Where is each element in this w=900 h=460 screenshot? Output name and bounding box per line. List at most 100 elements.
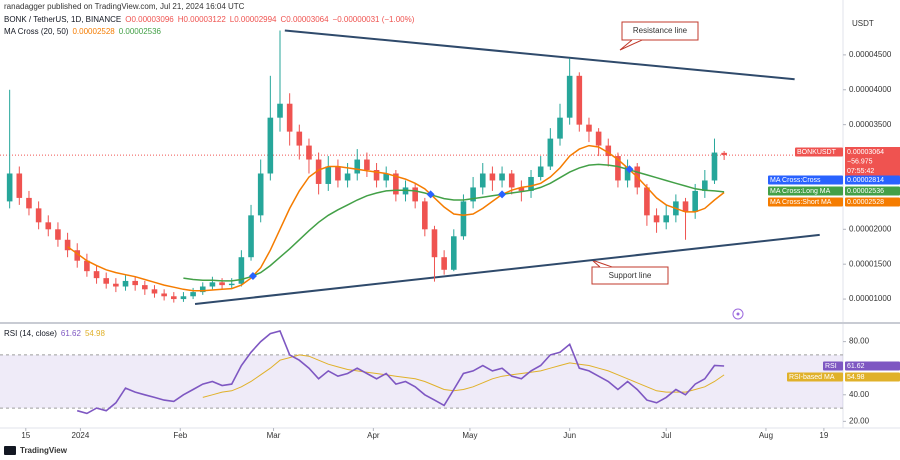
y-tick-label: 40.00 <box>849 390 870 399</box>
y-tick-label: 0.00001000 <box>849 294 892 303</box>
candle-body <box>228 283 235 286</box>
price-label: 07:55:42 <box>847 168 874 175</box>
candle-body <box>325 166 332 184</box>
candle-body <box>84 260 90 272</box>
candle-body <box>151 289 158 294</box>
cross-marker <box>426 190 435 199</box>
candle-body <box>142 285 148 290</box>
series-label: MA Cross:Long MA <box>770 188 831 195</box>
candle-body <box>441 257 447 270</box>
series-label-box <box>787 372 843 382</box>
series-label-box <box>768 175 843 185</box>
candle-body <box>450 236 457 270</box>
price-label-box <box>845 197 900 207</box>
y-tick-label: 0.00001500 <box>849 259 892 268</box>
candle-body <box>315 159 322 184</box>
indicator-line <box>76 330 725 415</box>
candle-body <box>161 293 167 297</box>
price-label-box <box>845 372 900 382</box>
price-label: 61.62 <box>847 363 865 370</box>
cross-marker <box>625 165 634 174</box>
candle-body <box>6 173 13 202</box>
price-label: 0.00002814 <box>847 177 884 184</box>
candle-body <box>518 187 525 191</box>
annotation-text: Resistance line <box>633 26 688 35</box>
candle-body <box>489 173 496 181</box>
candle-body <box>45 222 52 230</box>
candle-body <box>219 282 225 286</box>
candle-body <box>644 187 650 216</box>
candle-body <box>190 292 196 297</box>
candle-body <box>209 282 216 287</box>
price-label-box <box>845 361 900 371</box>
legend-item: O0.00003096 <box>125 15 174 24</box>
legend-item: RSI (14, close) <box>4 329 57 338</box>
series-label-box <box>768 186 843 196</box>
x-tick-label: 15 <box>21 431 30 440</box>
legend-item: 61.62 <box>61 329 82 338</box>
annotation-box <box>621 21 699 41</box>
replay-icon <box>732 308 744 320</box>
candle-body <box>499 173 505 181</box>
legend: MA Cross (20, 50) 0.00002528 0.00002536 <box>4 27 162 36</box>
candle-body <box>267 117 274 174</box>
series-label-box <box>768 197 843 207</box>
candle-body <box>286 103 293 132</box>
series-label-box <box>823 361 843 371</box>
candle-body <box>566 75 573 118</box>
y-tick-label: 0.00004000 <box>849 85 892 94</box>
candle-body <box>93 271 100 279</box>
candle-body <box>422 201 428 230</box>
legend: BONK / TetherUS, 1D, BINANCE O0.00003096 H… <box>4 15 415 24</box>
candle-body <box>576 75 583 125</box>
annotation-tail <box>619 39 643 51</box>
series-label: MA Cross:Short MA <box>770 199 832 206</box>
candle-body <box>479 173 486 188</box>
annotation-box <box>591 266 669 285</box>
axis-unit: USDT <box>852 19 874 28</box>
annotation-text: Support line <box>609 271 652 280</box>
candle-body <box>74 250 81 261</box>
candle-body <box>412 187 418 202</box>
price-label: 54.98 <box>847 374 865 381</box>
x-tick-label: Mar <box>267 431 281 440</box>
y-tick-label: 80.00 <box>849 337 870 346</box>
cross-marker <box>498 190 507 199</box>
series-label: RSI <box>825 363 837 370</box>
candle-body <box>113 283 119 287</box>
cross-marker <box>248 272 257 281</box>
brand-logo <box>4 446 16 455</box>
candle-body <box>296 131 303 146</box>
candle-body <box>508 173 515 188</box>
legend-item: MA Cross (20, 50) <box>4 27 69 36</box>
price-label-box <box>845 175 900 185</box>
trend-line <box>284 29 795 81</box>
legend-item: BONK / TetherUS, 1D, BINANCE <box>4 15 121 24</box>
x-tick-label: Jun <box>563 431 576 440</box>
legend-item: 0.00002528 <box>72 27 115 36</box>
candle-body <box>64 239 71 251</box>
candle-body <box>199 286 206 293</box>
candle-body <box>586 124 592 132</box>
x-tick-label: 19 <box>819 431 828 440</box>
candle-body <box>653 215 660 223</box>
candle-body <box>257 173 264 216</box>
candle-body <box>595 131 602 146</box>
x-tick-label: May <box>462 431 477 440</box>
candle-body <box>248 215 254 258</box>
candle-body <box>16 173 23 198</box>
candle-body <box>35 208 42 223</box>
series-label: BONKUSDT <box>797 149 837 156</box>
candle-body <box>132 280 138 286</box>
x-tick-label: Apr <box>367 431 380 440</box>
legend: RSI (14, close) 61.62 54.98 <box>4 329 106 338</box>
x-tick-label: Feb <box>173 431 187 440</box>
candle-body <box>711 152 718 181</box>
rsi-band <box>0 354 843 409</box>
candle-body <box>470 187 476 202</box>
candle-body <box>335 166 341 181</box>
price-label: 0.00002528 <box>847 199 884 206</box>
candle-body <box>624 166 631 181</box>
